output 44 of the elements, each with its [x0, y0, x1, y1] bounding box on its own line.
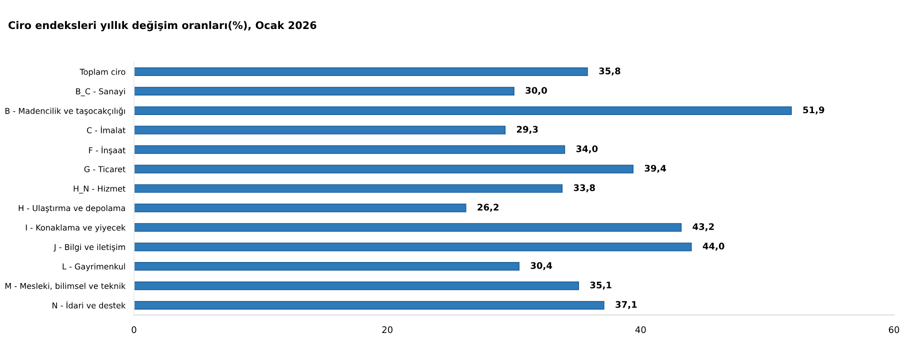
bar: [134, 164, 634, 174]
y-tick-label: J - Bilgi ve iletişim: [54, 244, 125, 252]
data-label: 51,9: [803, 106, 824, 114]
bar: [134, 223, 682, 232]
bar: [134, 242, 692, 252]
x-tick-label: 20: [382, 326, 392, 334]
data-label: 33,8: [574, 184, 595, 192]
bar: [134, 184, 563, 193]
x-tick-label: 60: [888, 326, 900, 334]
data-label: 43,2: [692, 223, 714, 232]
bar: [134, 86, 514, 96]
y-tick-label: Toplam ciro: [80, 68, 126, 76]
bar: [134, 204, 466, 212]
y-tick-label: C - İmalat: [86, 126, 126, 134]
data-label: 44,0: [702, 242, 724, 251]
bar: [134, 145, 566, 154]
y-tick-label: H - Ulaştırma ve depolama: [18, 204, 125, 213]
data-label: 30,4: [530, 262, 552, 270]
bar: [134, 106, 792, 115]
bar: [134, 281, 580, 290]
y-tick-label: M - Mesleki, bilimsel ve teknik: [5, 282, 126, 290]
y-tick-label: I - Konaklama ve yiyecek: [26, 224, 126, 232]
x-tick-label: 40: [635, 326, 646, 334]
data-label: 30,0: [526, 86, 547, 95]
data-label: 26,2: [478, 204, 498, 212]
bar: [134, 300, 604, 310]
y-tick-label: B_C - Sanayi: [76, 88, 125, 96]
data-label: 29,3: [516, 126, 538, 134]
x-tick-label: 0: [132, 326, 136, 334]
chart-title: Ciro endeksleri yıllık değişim oranları(%), Ocak 2026: [8, 20, 316, 32]
y-tick-label: G - Ticaret: [84, 166, 126, 172]
y-tick-label: N - İdari ve destek: [52, 300, 126, 308]
y-tick-label: F - İnşaat: [89, 146, 126, 155]
data-label: 35,1: [590, 282, 612, 290]
data-label: 35,8: [599, 68, 620, 76]
bar: [134, 126, 506, 134]
data-label: 39,4: [644, 164, 666, 173]
bar: [134, 67, 588, 76]
data-label: 34,0: [576, 145, 598, 154]
data-label: 37,1: [616, 301, 637, 310]
bar: [134, 262, 520, 271]
y-tick-label: H_N - Hizmet: [74, 185, 126, 194]
y-tick-label: L - Gayrimenkul: [62, 263, 125, 272]
y-tick-label: B - Madencilik ve taşocakçılığı: [5, 107, 125, 116]
